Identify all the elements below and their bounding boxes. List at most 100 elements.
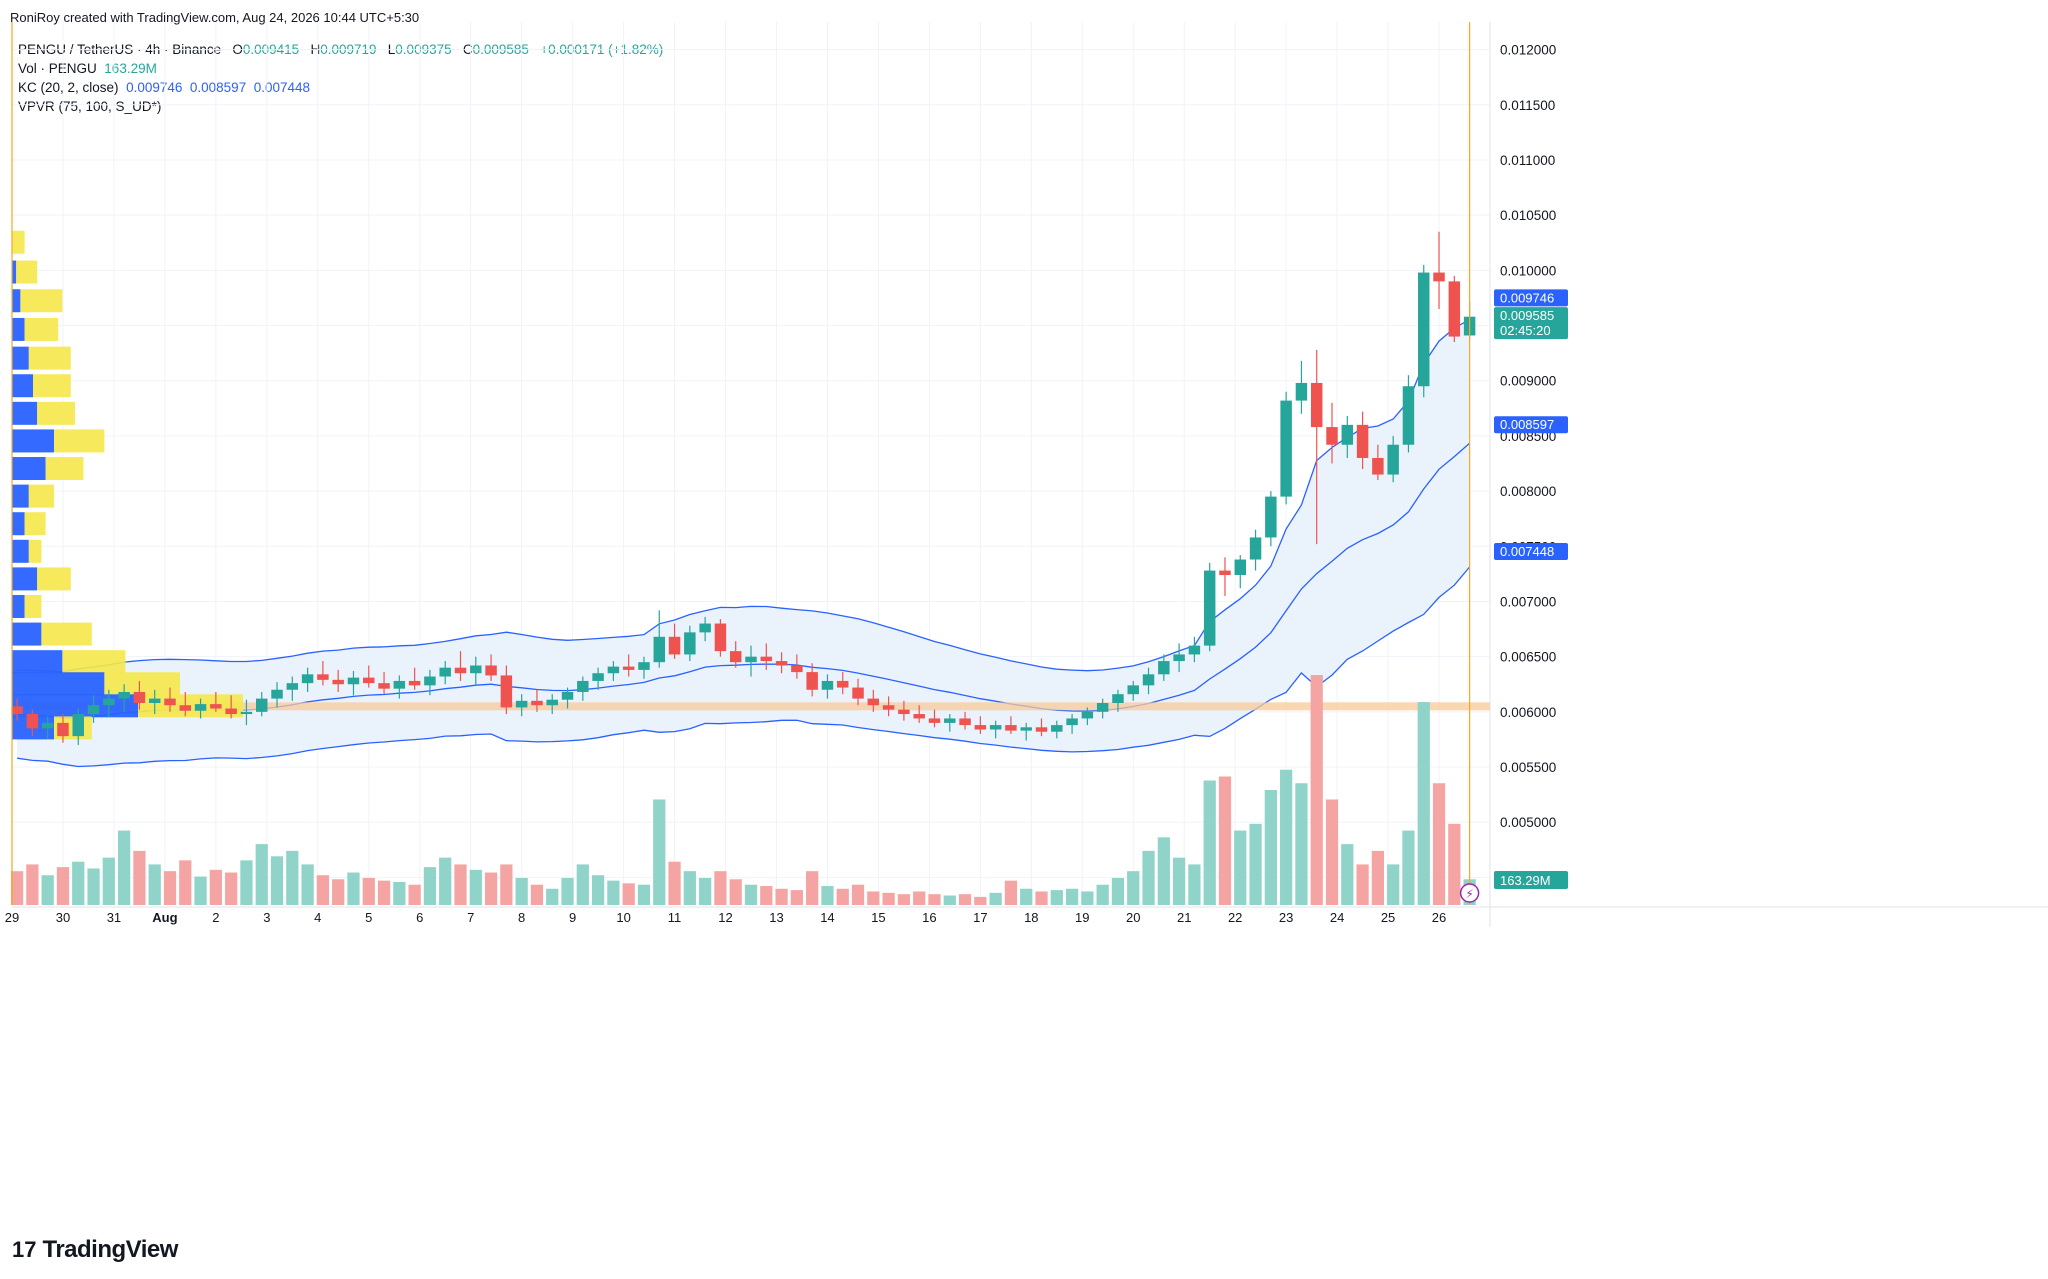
volume-bar — [1188, 864, 1201, 905]
candle-body — [133, 691, 146, 704]
volume-bar — [744, 884, 758, 905]
candle-body — [41, 722, 54, 729]
alert-lightning-icon — [1459, 883, 1480, 903]
volume-bar — [1096, 884, 1109, 905]
candle-body — [1448, 281, 1461, 337]
time-tick-label: 25 — [1381, 910, 1395, 925]
candle-body — [974, 725, 987, 730]
candle-body — [1356, 424, 1369, 458]
vpvr-down-bar — [24, 512, 46, 536]
volume-bar — [1218, 776, 1232, 905]
time-tick-label: 26 — [1432, 910, 1446, 925]
volume-bar — [1020, 888, 1033, 905]
candle-body — [194, 704, 207, 711]
candle-body — [87, 705, 100, 715]
volume-bars — [10, 675, 1476, 905]
vpvr-up-bar — [12, 317, 25, 341]
candle-body — [1249, 537, 1262, 560]
candle-body — [26, 714, 39, 729]
vpvr-down-bar — [20, 289, 63, 313]
vpvr-up-bar — [12, 567, 38, 591]
price-tick-label: 0.008000 — [1500, 484, 1556, 499]
volume-bar — [760, 886, 773, 905]
vpvr-up-bar — [12, 622, 42, 646]
time-tick-label: 11 — [668, 910, 682, 925]
vpvr-down-bar — [62, 650, 126, 674]
candle-body — [1096, 703, 1109, 712]
vpvr-up-bar — [12, 289, 21, 313]
vpvr-down-bar — [54, 429, 105, 453]
volume-bar — [118, 830, 131, 905]
candle-body — [1203, 570, 1216, 646]
vpvr-up-bar — [12, 512, 25, 536]
candle-body — [1081, 711, 1094, 719]
chart-legend: PENGU / TetherUS · 4h · Binance O0.00941… — [18, 40, 663, 116]
candle-body — [1326, 427, 1338, 445]
chart-grid — [11, 22, 2048, 927]
candle-body — [577, 680, 589, 692]
volume-bar — [714, 871, 727, 905]
volume-bar — [622, 883, 635, 905]
volume-bar — [362, 877, 375, 905]
candle-body — [944, 718, 956, 723]
candle-body — [561, 691, 574, 700]
candle-body — [1310, 382, 1323, 428]
candle-body — [638, 662, 650, 670]
volume-bar — [806, 871, 819, 905]
volume-bar — [439, 857, 452, 905]
vpvr-down-bar — [37, 401, 75, 425]
candle-body — [1387, 444, 1399, 475]
legend-kc-label[interactable]: KC (20, 2, close) — [18, 80, 119, 95]
candle-body — [852, 687, 864, 699]
time-tick-label: 24 — [1330, 910, 1344, 925]
volume-bar — [179, 860, 192, 905]
candle-body — [1173, 654, 1185, 662]
legend-vpvr-label[interactable]: VPVR (75, 100, S_UD*) — [18, 99, 162, 114]
volume-bar — [515, 877, 528, 905]
volume-bar — [729, 879, 742, 905]
volume-label-text: 163.29M — [1500, 873, 1551, 888]
volume-bar — [1310, 675, 1323, 905]
price-tick-label: 0.005000 — [1500, 815, 1556, 830]
candle-body — [1020, 727, 1032, 731]
tradingview-logo[interactable]: 17 TradingView — [12, 1236, 178, 1264]
vpvr-up-bar — [12, 594, 25, 618]
volume-bar — [26, 864, 39, 905]
time-tick-label: 21 — [1177, 910, 1191, 925]
volume-bar — [607, 880, 620, 905]
volume-bar — [10, 871, 24, 905]
vpvr-down-bar — [24, 317, 59, 341]
volume-bar — [87, 868, 100, 905]
volume-bar — [989, 892, 1002, 905]
candle-body — [989, 725, 1002, 730]
candle-body — [240, 711, 253, 715]
volume-bar — [530, 884, 544, 905]
volume-bar — [821, 886, 834, 905]
legend-volume-label[interactable]: Vol · PENGU — [18, 61, 97, 76]
candle-body — [760, 656, 773, 662]
volume-label-box — [1494, 871, 1568, 889]
vpvr-up-bar — [12, 346, 29, 370]
volume-bar — [974, 896, 987, 905]
volume-bar — [301, 864, 314, 905]
candle-body — [1112, 694, 1124, 704]
volume-bar — [867, 891, 880, 905]
candle-body — [317, 674, 329, 680]
volume-bar — [347, 872, 360, 905]
volume-bar — [56, 867, 70, 905]
candle-body — [1265, 496, 1277, 538]
candle-body — [1372, 457, 1384, 475]
time-tick-label: 3 — [263, 910, 270, 925]
chart-attribution: RoniRoy created with TradingView.com, Au… — [10, 10, 420, 25]
volume-bar — [668, 861, 681, 905]
volume-bar — [332, 879, 345, 905]
price-label-text: 0.009585 — [1500, 308, 1554, 323]
volume-bar — [1249, 823, 1262, 905]
price-label-box — [1494, 543, 1568, 561]
price-tick-label: 0.006000 — [1500, 705, 1556, 720]
time-tick-label: 13 — [769, 910, 783, 925]
kc-fill — [17, 319, 1470, 767]
vpvr-up-bar — [12, 539, 29, 563]
candle-body — [225, 708, 237, 715]
